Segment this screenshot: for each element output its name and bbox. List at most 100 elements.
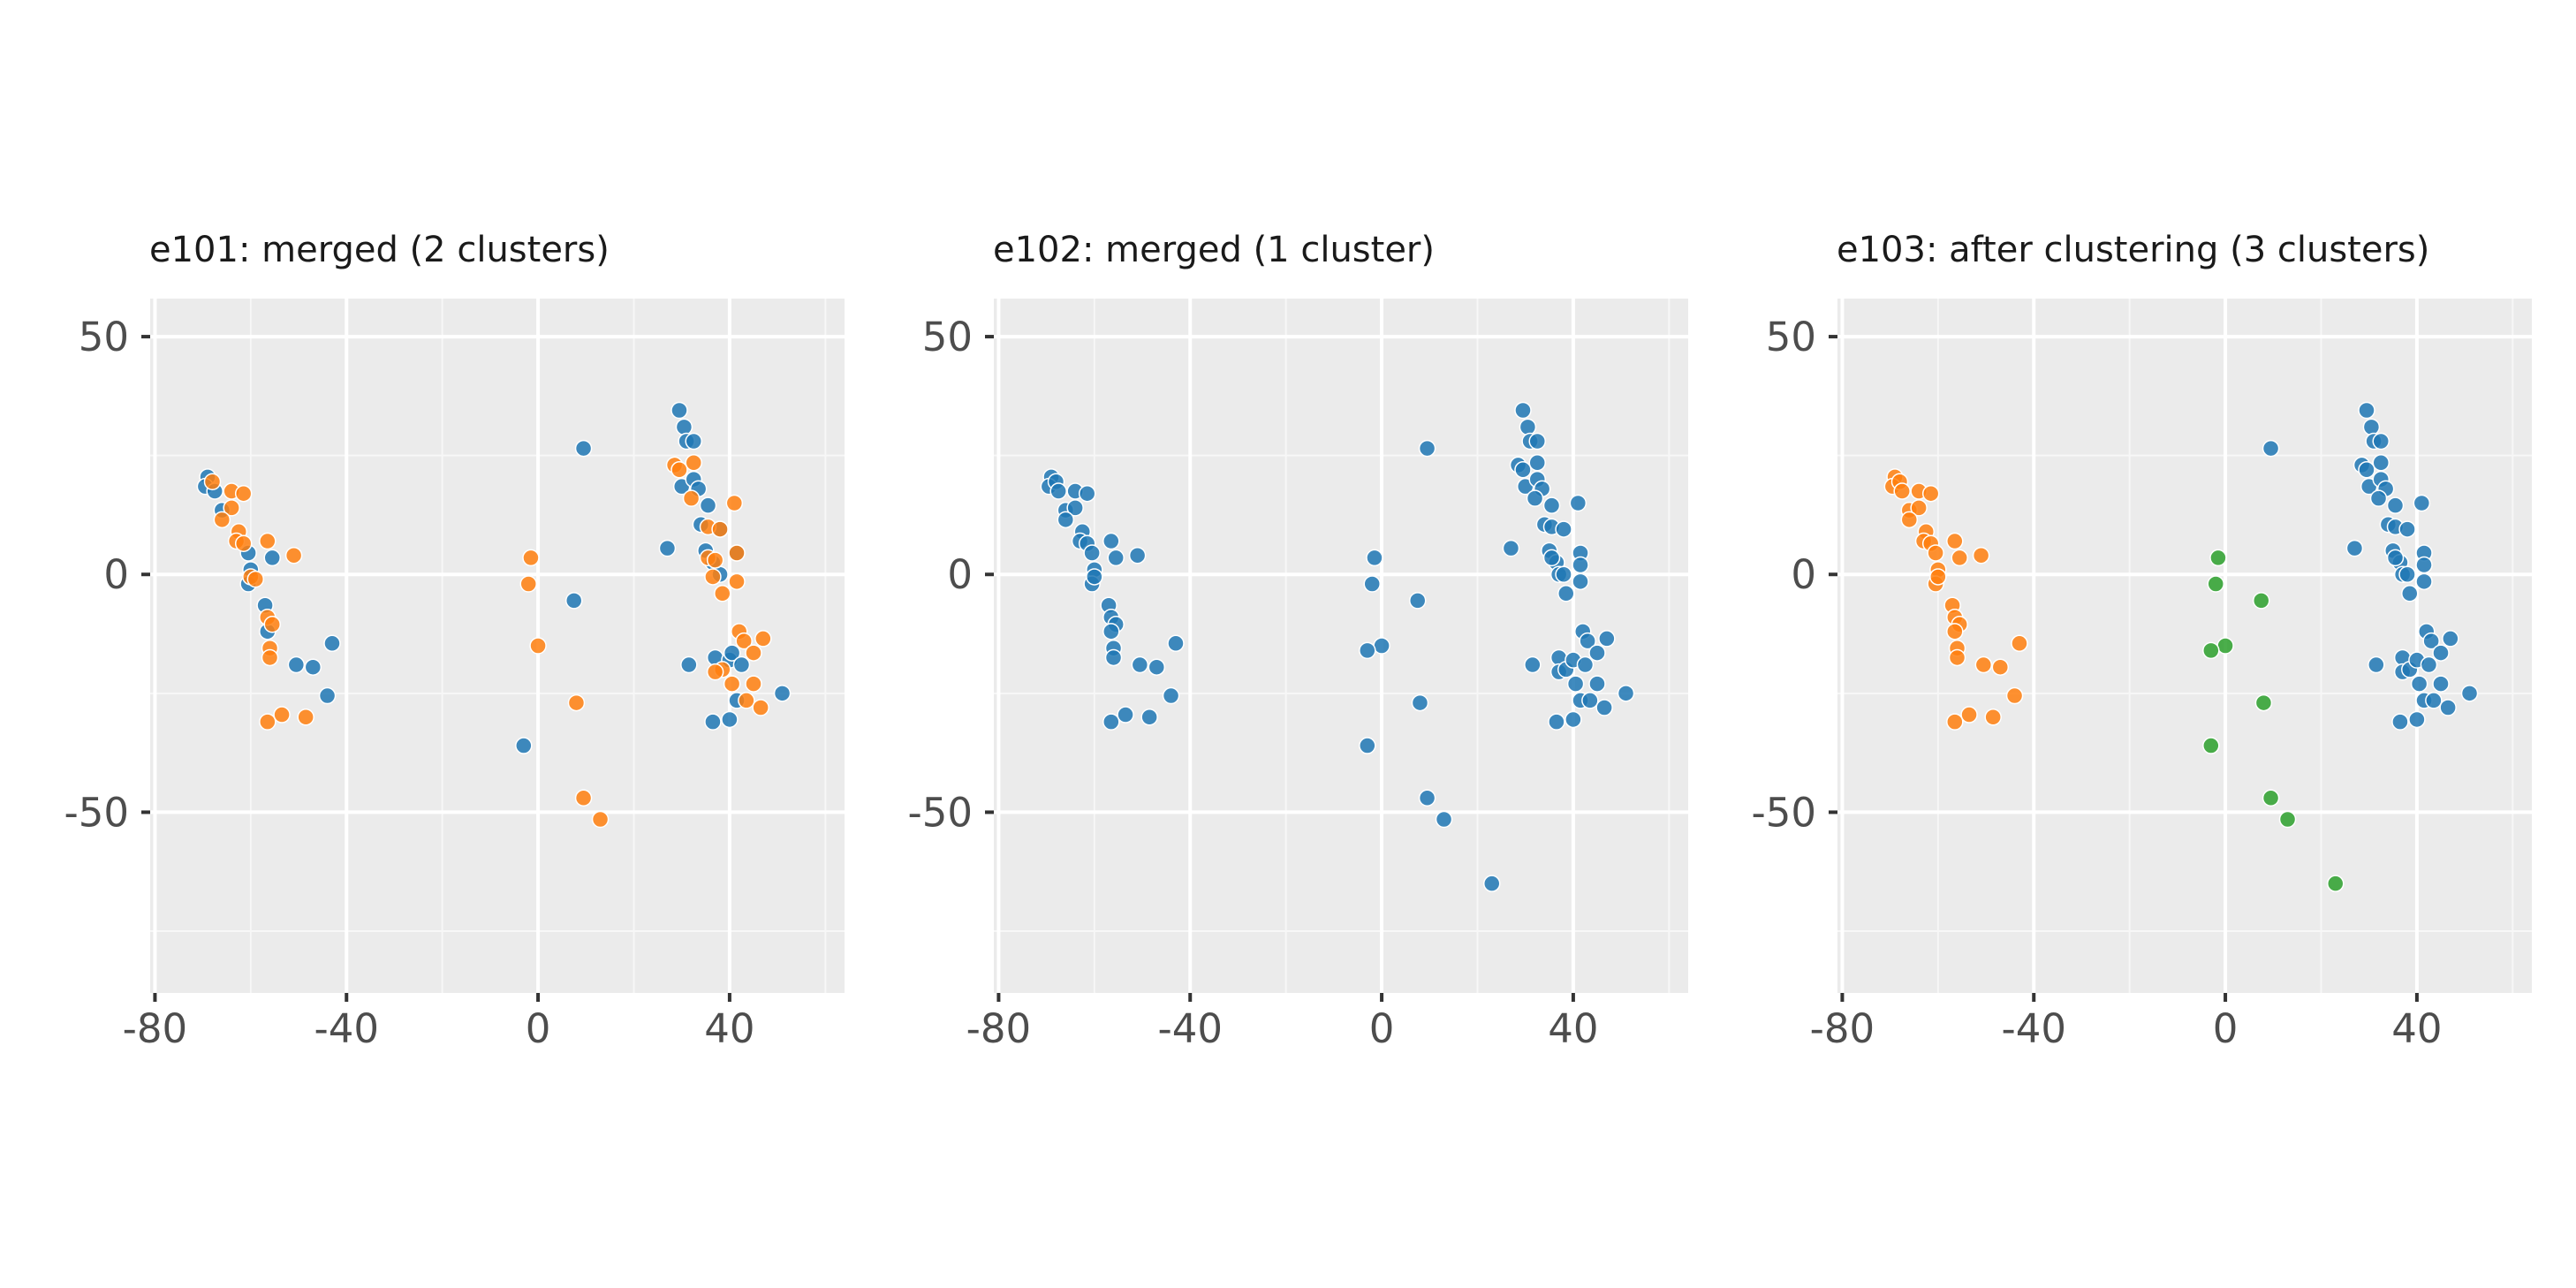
data-point-series-1 [1548,713,1565,731]
panel-3-title: e103: after clustering (3 clusters) [1837,230,2429,270]
data-point-series-3 [2398,520,2416,538]
data-point-series-2 [567,693,586,712]
data-point-series-1 [1408,592,1427,610]
data-point-series-1 [1359,641,1376,660]
data-point-series-1 [1951,549,1968,567]
data-point-series-1 [1572,556,1589,574]
data-point-series-1 [1102,713,1120,731]
data-point-series-1 [685,432,702,451]
x-tick-label: -40 [314,1005,379,1052]
data-point-series-3 [2420,655,2438,674]
data-point-series-2 [706,551,724,569]
data-point-series-1 [1927,544,1944,562]
data-point-series-1 [1598,630,1616,648]
panel-3: e103: after clustering (3 clusters) -80-… [1752,230,2532,1052]
panel-3-points [1883,401,2479,892]
data-point-series-3 [2391,713,2409,731]
data-point-series-3 [2262,439,2280,458]
data-point-series-1 [287,655,306,674]
data-point-series-3 [2425,692,2443,709]
data-point-series-2 [706,663,724,681]
data-point-series-2 [704,568,722,586]
data-point-series-1 [1502,539,1520,557]
data-point-series-3 [2401,585,2419,602]
data-point-series-2 [2262,789,2280,807]
data-point-series-3 [2358,401,2375,420]
data-point-series-2 [2254,693,2273,712]
data-point-series-3 [2358,461,2375,479]
x-tick-label: 0 [526,1005,551,1052]
data-point-series-1 [732,655,751,674]
data-point-series-3 [2345,539,2364,557]
data-point-series-1 [1411,693,1429,712]
data-point-series-1 [1167,634,1185,653]
data-point-series-1 [1581,692,1599,709]
data-point-series-1 [1483,875,1501,892]
x-tick-label: -40 [1157,1005,1223,1052]
data-point-series-1 [699,496,717,514]
data-point-series-1 [721,710,739,729]
data-point-series-3 [2415,572,2433,591]
data-point-series-2 [273,706,291,724]
y-tick-label: -50 [64,789,130,836]
data-point-series-3 [2372,432,2390,451]
data-point-series-3 [2413,494,2431,512]
data-point-series-1 [1542,496,1561,514]
data-point-series-3 [2368,655,2385,674]
data-point-series-2 [725,494,744,512]
data-point-series-1 [304,658,322,676]
panel-2-title: e102: merged (1 cluster) [993,230,1435,270]
data-point-series-2 [2202,641,2220,660]
y-tick-label: -50 [1752,789,1817,836]
data-point-series-2 [234,484,253,503]
panel-1: e101: merged (2 clusters) -80 -40 0 40 -50 0 5… [64,230,845,1052]
panel-2-points [1040,401,1635,892]
data-point-series-3 [2362,418,2381,436]
data-point-series-2 [522,549,540,567]
data-point-series-1 [1514,401,1532,420]
data-point-series-1 [323,634,341,653]
data-point-series-3 [2442,630,2459,648]
y-tick-label: 50 [79,314,129,360]
data-point-series-1 [704,713,722,731]
data-point-series-1 [1946,532,1964,550]
data-point-series-1 [1566,675,1585,693]
data-point-series-2 [754,630,772,648]
data-point-series-1 [1542,549,1561,567]
data-point-series-1 [1524,655,1542,674]
data-point-series-1 [1418,439,1436,458]
panel-1-title: e101: merged (2 clusters) [149,230,610,270]
data-point-series-1 [574,439,593,458]
data-point-series-1 [2011,634,2028,653]
data-point-series-1 [1107,549,1125,567]
data-point-series-1 [1974,655,1993,674]
data-point-series-1 [680,655,698,674]
data-point-series-1 [1972,546,1990,564]
data-point-series-1 [263,549,281,567]
data-point-series-3 [2432,644,2450,662]
data-point-series-3 [2408,710,2426,729]
data-point-series-2 [2278,810,2297,829]
data-point-series-2 [2202,737,2220,754]
data-point-series-1 [1102,532,1120,550]
data-point-series-3 [2439,699,2457,716]
data-point-series-1 [1078,484,1096,503]
data-point-series-2 [735,632,753,650]
data-point-series-2 [2207,575,2224,593]
data-point-series-2 [745,644,762,662]
data-point-series-2 [714,585,731,602]
data-point-series-1 [1595,699,1613,716]
panel-2: e102: merged (1 cluster) -80 -40 0 40 -50 0 50 [908,230,1688,1052]
data-point-series-3 [2460,685,2479,702]
data-point-series-1 [1565,710,1582,729]
data-point-series-2 [2216,637,2234,655]
data-point-series-1 [1366,549,1383,567]
data-point-series-1 [773,685,792,702]
data-point-series-3 [2422,632,2440,650]
data-point-series-1 [1049,482,1067,500]
data-point-series-1 [515,737,533,754]
data-point-series-1 [1162,686,1180,705]
panel-2-grid [994,299,1688,993]
data-point-series-1 [1921,484,1940,503]
data-point-series-3 [2410,675,2428,693]
